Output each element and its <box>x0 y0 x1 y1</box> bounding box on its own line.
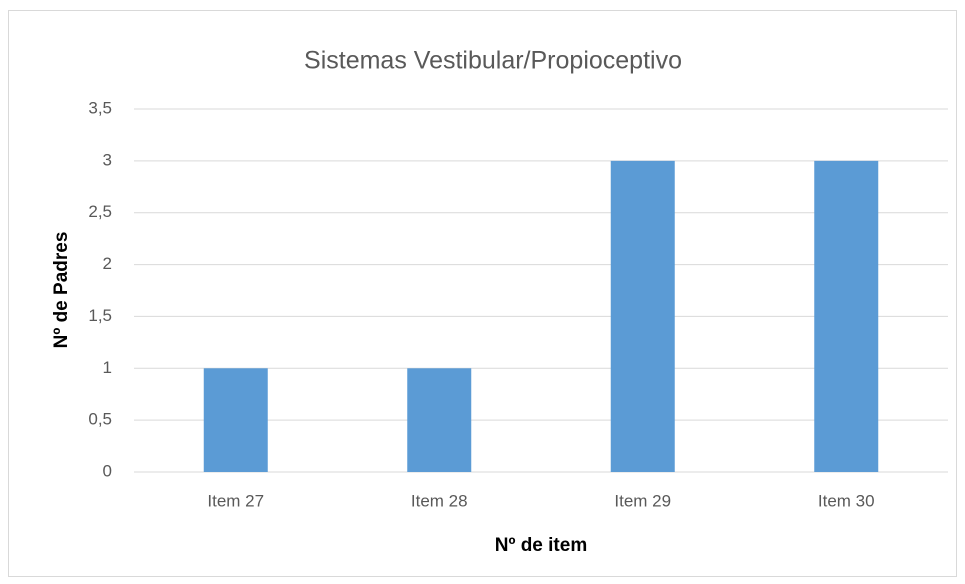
bar <box>203 368 268 472</box>
chart-title: Sistemas Vestibular/Propioceptivo <box>304 47 682 75</box>
y-tick-label: 3 <box>103 150 112 169</box>
y-tick-label: 0 <box>103 461 112 480</box>
bar <box>814 160 879 472</box>
x-tick-label: Item 30 <box>818 491 875 510</box>
y-tick-label: 2 <box>103 254 112 273</box>
x-tick-label: Item 29 <box>614 491 671 510</box>
y-tick-label: 3,5 <box>88 98 112 117</box>
y-tick-label: 1,5 <box>88 306 112 325</box>
bar <box>610 160 675 472</box>
x-tick-label: Item 27 <box>207 491 264 510</box>
y-axis-label: Nº de Padres <box>51 232 72 349</box>
y-tick-label: 0,5 <box>88 410 112 429</box>
x-tick-label: Item 28 <box>411 491 468 510</box>
x-axis-label: Nº de item <box>495 535 587 556</box>
chart-border <box>8 10 957 577</box>
y-tick-label: 2,5 <box>88 202 112 221</box>
bar <box>407 368 472 472</box>
y-tick-label: 1 <box>103 358 112 377</box>
